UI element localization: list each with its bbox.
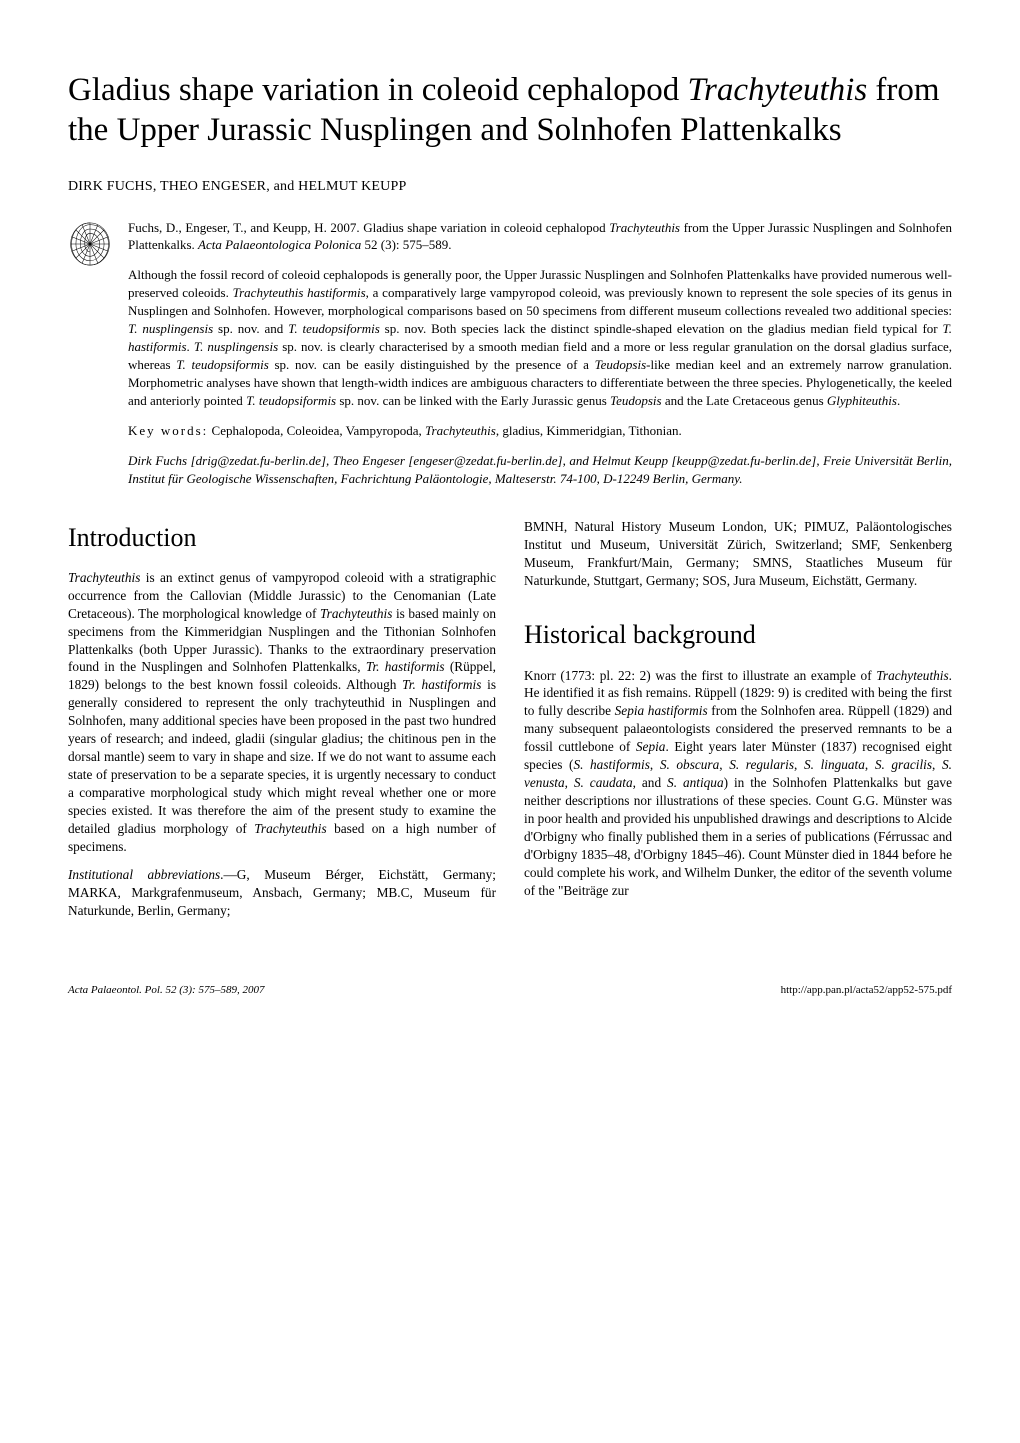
right-column: BMNH, Natural History Museum London, UK;…	[524, 518, 952, 930]
keywords-text: Cephalopoda, Coleoidea, Vampyropoda, Tra…	[212, 423, 682, 438]
two-column-body: Introduction Trachyteuthis is an extinct…	[68, 518, 952, 930]
paper-title: Gladius shape variation in coleoid cepha…	[68, 70, 952, 151]
abstract-text: Fuchs, D., Engeser, T., and Keupp, H. 20…	[128, 219, 952, 488]
keywords-label: Key words:	[128, 423, 208, 438]
footer-citation: Acta Palaeontol. Pol. 52 (3): 575–589, 2…	[68, 984, 264, 996]
section-historical: Historical background	[524, 617, 952, 652]
historical-paragraph: Knorr (1773: pl. 22: 2) was the first to…	[524, 667, 952, 900]
author-line: DIRK FUCHS, THEO ENGESER, and HELMUT KEU…	[68, 179, 952, 195]
page-footer: Acta Palaeontol. Pol. 52 (3): 575–589, 2…	[68, 984, 952, 996]
section-introduction: Introduction	[68, 520, 496, 555]
keywords: Key words: Cephalopoda, Coleoidea, Vampy…	[128, 422, 952, 440]
intro-paragraph-1: Trachyteuthis is an extinct genus of vam…	[68, 569, 496, 856]
citation: Fuchs, D., Engeser, T., and Keupp, H. 20…	[128, 219, 952, 255]
left-column: Introduction Trachyteuthis is an extinct…	[68, 518, 496, 930]
intro-paragraph-2: Institutional abbreviations.—G, Museum B…	[68, 866, 496, 920]
author-affiliation: Dirk Fuchs [drig@zedat.fu-berlin.de], Th…	[128, 452, 952, 488]
abstract-body: Although the fossil record of coleoid ce…	[128, 266, 952, 410]
footer-url: http://app.pan.pl/acta52/app52-575.pdf	[781, 984, 952, 996]
ammonite-icon	[68, 219, 112, 269]
abstract-block: Fuchs, D., Engeser, T., and Keupp, H. 20…	[68, 219, 952, 488]
abbrev-continuation: BMNH, Natural History Museum London, UK;…	[524, 518, 952, 590]
